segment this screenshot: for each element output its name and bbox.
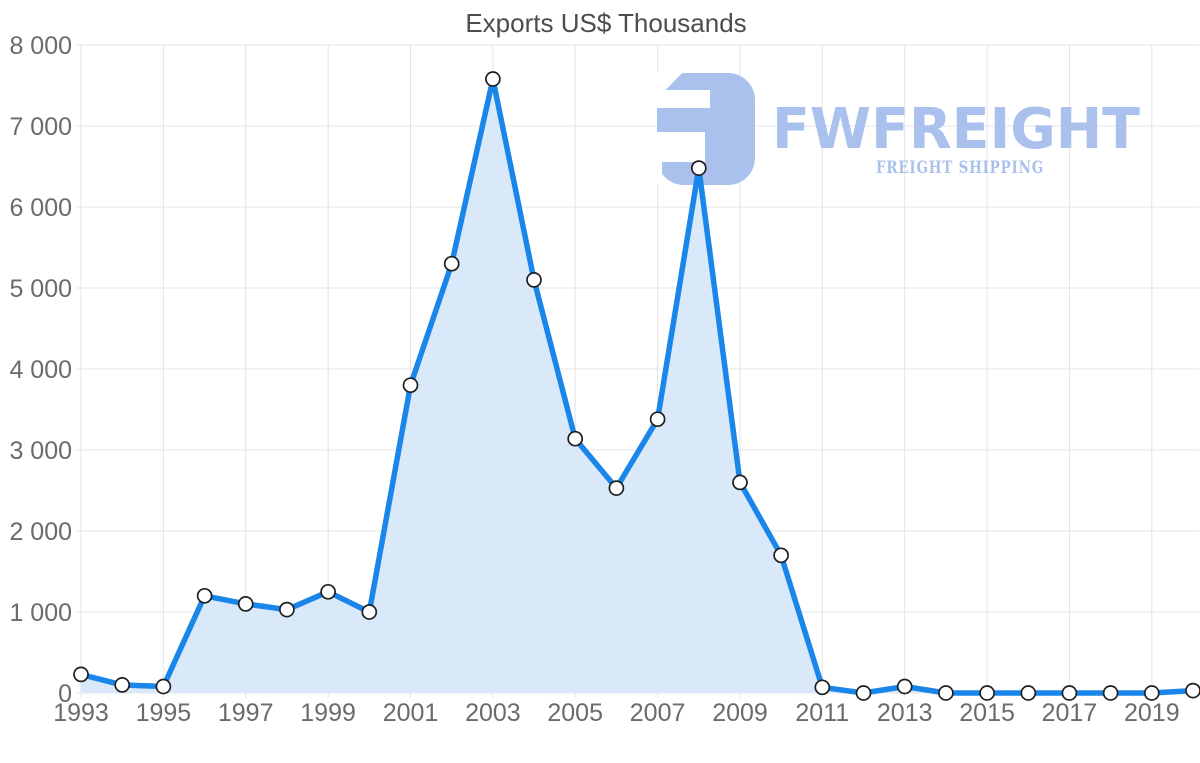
logo-mark-icon <box>648 72 755 185</box>
x-axis-label: 2017 <box>1042 699 1098 727</box>
x-axis-label: 2009 <box>712 699 768 727</box>
x-axis-label: 1995 <box>136 699 192 727</box>
data-point-marker[interactable] <box>896 678 913 695</box>
data-point-marker[interactable] <box>73 666 89 683</box>
logo-brand-text: FWFREIGHT <box>772 97 1140 162</box>
data-point-marker[interactable] <box>526 272 542 288</box>
y-axis-labels: 0 1 000 2 000 3 000 4 000 5 000 6 000 7 000 8 00… <box>9 32 72 708</box>
data-point-marker[interactable] <box>855 685 872 701</box>
data-point-marker[interactable] <box>279 601 295 618</box>
y-axis-label: 5 000 <box>9 275 72 303</box>
data-point-marker[interactable] <box>1020 685 1037 701</box>
x-axis-label: 2005 <box>547 699 603 727</box>
x-axis-labels: 1993 1995 1997 1999 2001 2003 2005 2007 2009 2011… <box>53 699 1179 727</box>
y-axis-label: 7 000 <box>9 113 72 141</box>
x-axis-label: 2001 <box>383 699 439 727</box>
data-point-marker[interactable] <box>690 160 707 176</box>
data-point-marker[interactable] <box>443 255 460 272</box>
x-axis-label: 1993 <box>53 699 109 727</box>
data-point-marker[interactable] <box>649 411 666 428</box>
data-point-marker[interactable] <box>567 430 584 447</box>
data-point-marker[interactable] <box>155 678 172 695</box>
series-markers <box>73 71 1200 701</box>
x-axis-label: 1997 <box>218 699 274 727</box>
x-axis-label: 1999 <box>300 699 356 727</box>
data-point-marker[interactable] <box>732 474 748 491</box>
x-axis-label: 2011 <box>795 699 849 727</box>
y-axis-label: 8 000 <box>9 32 72 60</box>
y-axis-label: 4 000 <box>9 356 72 384</box>
y-axis-label: 3 000 <box>9 437 72 465</box>
x-axis-label: 2003 <box>465 699 521 727</box>
watermark-logo: FWFREIGHT FREIGHT SHIPPING <box>648 72 1140 185</box>
data-point-marker[interactable] <box>938 685 954 701</box>
data-point-marker[interactable] <box>196 587 213 604</box>
y-axis-label: 1 000 <box>9 599 72 627</box>
x-axis-label: 2007 <box>630 699 686 727</box>
y-axis-label: 2 000 <box>9 518 72 546</box>
y-axis-label: 6 000 <box>9 194 72 222</box>
data-point-marker[interactable] <box>1102 685 1119 701</box>
y-axis-label: 0 <box>58 680 72 708</box>
data-point-marker[interactable] <box>608 480 625 496</box>
x-axis-label: 2013 <box>877 699 933 727</box>
data-point-marker[interactable] <box>237 596 254 612</box>
series-line <box>78 76 1196 696</box>
data-point-marker[interactable] <box>402 377 419 394</box>
data-point-marker[interactable] <box>979 685 995 701</box>
data-point-marker[interactable] <box>114 677 131 693</box>
data-point-marker[interactable] <box>814 679 831 696</box>
area-fill <box>81 79 1193 693</box>
x-axis-label: 2019 <box>1124 699 1180 727</box>
data-point-marker[interactable] <box>1061 685 1078 701</box>
data-point-marker[interactable] <box>773 547 789 564</box>
logo-tagline-text: FREIGHT SHIPPING <box>876 158 1044 178</box>
data-point-marker[interactable] <box>1143 685 1160 701</box>
data-point-marker[interactable] <box>485 71 501 87</box>
x-axis-label: 2015 <box>959 699 1015 727</box>
data-point-marker[interactable] <box>361 604 378 620</box>
chart-title: Exports US$ Thousands <box>465 8 746 38</box>
data-point-marker[interactable] <box>1185 682 1200 699</box>
data-point-marker[interactable] <box>320 583 336 600</box>
